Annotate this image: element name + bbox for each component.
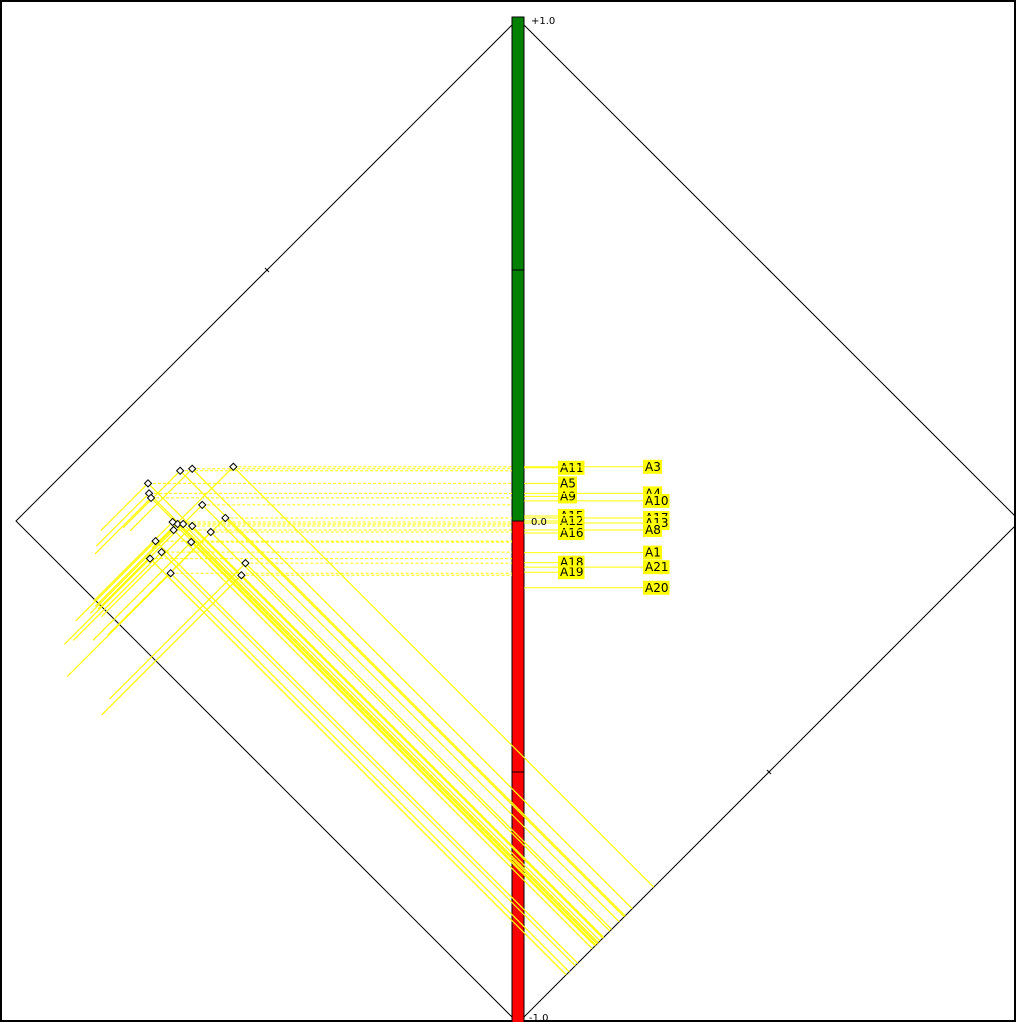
item-label-right: A21 [645, 560, 668, 574]
item-label-right: A3 [645, 460, 661, 474]
item-label-right: A8 [645, 523, 661, 537]
scale-center-label: 0.0 [531, 517, 547, 528]
projection-line-right [148, 492, 599, 944]
data-point [169, 525, 178, 535]
projection-line-right [173, 529, 593, 950]
projection-line-left [109, 562, 246, 700]
projection-line-right [155, 540, 579, 964]
label-background [643, 545, 662, 560]
projection-line-left [95, 492, 150, 547]
projection-line-right [182, 523, 601, 942]
projection-line-right [149, 558, 567, 976]
item-label-right: A10 [645, 494, 668, 508]
projection-line-left [94, 523, 179, 607]
label-background [643, 493, 670, 508]
data-point [197, 500, 207, 510]
projection-line-left [129, 468, 193, 532]
item-label-right: A20 [645, 581, 668, 595]
diamond-outline [15, 18, 1016, 1022]
projection-line-right [210, 531, 611, 932]
scale-bar [511, 16, 525, 1022]
projection-line-left [93, 521, 174, 602]
scale-positive-segment [511, 16, 525, 522]
label-background [558, 565, 585, 580]
projection-line-right [191, 525, 605, 938]
projection-line-left [100, 482, 149, 531]
diamond-edge [15, 18, 1016, 1022]
projection-line-right [179, 470, 626, 917]
projection-line-right [172, 521, 597, 946]
diamond-tick [264, 769, 270, 775]
label-background [558, 476, 577, 491]
label-background [643, 580, 670, 595]
data-point [151, 536, 160, 546]
data-point [146, 493, 156, 503]
projection-line-right [191, 468, 633, 910]
label-background [558, 460, 585, 475]
data-point [221, 513, 230, 523]
item-label-left: A19 [560, 565, 583, 579]
projection-line-left [121, 517, 226, 622]
projection-line-left [92, 541, 192, 641]
scale-bottom-label: -1.0 [529, 1013, 549, 1022]
projection-line-left [75, 540, 156, 622]
data-point [168, 517, 177, 527]
projection-line-right [201, 504, 620, 923]
label-background [643, 459, 662, 474]
data-point [187, 521, 197, 531]
data-point [166, 568, 175, 578]
data-point [241, 558, 250, 568]
projection-line-right [190, 541, 596, 947]
projection-line-left [116, 504, 203, 591]
data-point [229, 462, 238, 472]
label-background [643, 523, 662, 538]
projection-line-right [224, 517, 625, 918]
projection-line-right [161, 551, 576, 967]
data-point [145, 554, 155, 563]
data-point [186, 537, 196, 547]
projection-line-left [72, 551, 163, 641]
item-label-left: A16 [560, 526, 583, 540]
projection-line-left [101, 574, 242, 716]
item-label-right: A1 [645, 546, 661, 560]
data-point [143, 479, 153, 488]
scale-top-label: +1.0 [531, 16, 555, 27]
projection-line-right [150, 497, 598, 945]
projection-lines [63, 466, 655, 976]
projection-line-left [89, 529, 175, 614]
item-label-left: A11 [560, 461, 583, 475]
label-background [643, 560, 670, 575]
diamond-tick [766, 267, 772, 273]
data-point [206, 527, 216, 537]
diamond-tick [766, 769, 772, 775]
projection-line-right [170, 572, 570, 973]
projection-line-right [232, 466, 655, 888]
item-label-left: A5 [560, 476, 576, 490]
projection-line-left [63, 558, 151, 645]
projection-line-left [94, 497, 152, 555]
data-point [157, 547, 166, 557]
diamond-tick [264, 267, 270, 273]
data-point [175, 466, 185, 476]
data-point [187, 464, 197, 474]
projection-line-right [244, 562, 613, 930]
item-labels: A11A5A9A15A12A16A18A19A3A4A10A17A13A8A1A… [524, 459, 670, 595]
data-point [237, 570, 246, 580]
data-point [178, 519, 188, 529]
projection-line-left [151, 466, 234, 549]
data-points [143, 462, 250, 580]
projection-line-right [147, 482, 604, 939]
